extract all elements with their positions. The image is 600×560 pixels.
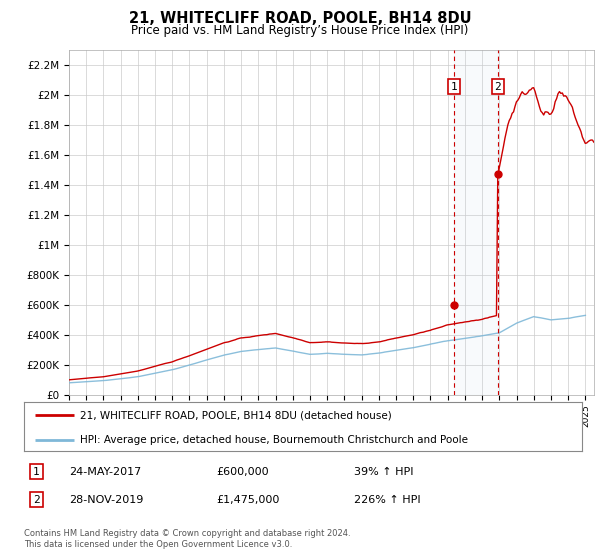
Text: 21, WHITECLIFF ROAD, POOLE, BH14 8DU (detached house): 21, WHITECLIFF ROAD, POOLE, BH14 8DU (de… bbox=[80, 410, 392, 421]
Text: 1: 1 bbox=[33, 466, 40, 477]
Text: 28-NOV-2019: 28-NOV-2019 bbox=[69, 494, 143, 505]
Text: £1,475,000: £1,475,000 bbox=[216, 494, 280, 505]
Text: 1: 1 bbox=[451, 82, 458, 92]
Text: Price paid vs. HM Land Registry’s House Price Index (HPI): Price paid vs. HM Land Registry’s House … bbox=[131, 24, 469, 36]
Text: 2: 2 bbox=[494, 82, 501, 92]
Bar bbox=[454, 50, 498, 395]
Text: Contains HM Land Registry data © Crown copyright and database right 2024.
This d: Contains HM Land Registry data © Crown c… bbox=[24, 529, 350, 549]
Text: £600,000: £600,000 bbox=[216, 466, 269, 477]
Text: 2: 2 bbox=[33, 494, 40, 505]
Text: 226% ↑ HPI: 226% ↑ HPI bbox=[354, 494, 421, 505]
Text: 24-MAY-2017: 24-MAY-2017 bbox=[69, 466, 141, 477]
Text: HPI: Average price, detached house, Bournemouth Christchurch and Poole: HPI: Average price, detached house, Bour… bbox=[80, 435, 468, 445]
Text: 39% ↑ HPI: 39% ↑ HPI bbox=[354, 466, 413, 477]
Text: 21, WHITECLIFF ROAD, POOLE, BH14 8DU: 21, WHITECLIFF ROAD, POOLE, BH14 8DU bbox=[128, 11, 472, 26]
